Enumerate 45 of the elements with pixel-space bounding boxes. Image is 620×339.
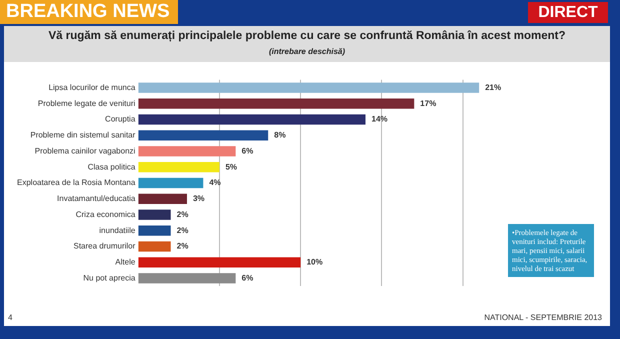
data-label: 10% [306,258,323,267]
y-tick-label: Exploatarea de la Rosia Montana [17,178,136,188]
data-label: 14% [371,114,388,124]
data-label: 21% [485,82,502,92]
bar [138,241,171,252]
data-label: 3% [192,194,205,204]
y-tick-label: Altele [115,258,136,267]
bar [138,257,301,268]
y-tick-label: Problema cainilor vagabonzi [34,146,136,156]
y-tick-label: Starea drumurilor [73,242,136,251]
y-tick-label: Probleme legate de venituri [38,98,136,108]
text: DIRECT [528,2,608,23]
data-label: 2% [176,226,188,235]
data-label: 2% [176,210,188,219]
text: BREAKING NEWS [0,0,178,24]
data-label: 4% [209,178,221,188]
text: NATIONAL - SEPTEMBRIE 2013 [484,313,602,322]
y-tick-label: Coruptia [105,114,136,124]
data-label: 6% [242,273,254,282]
y-tick-label: Clasa politica [88,162,136,172]
y-tick-label: Lipsa locurilor de munca [48,82,136,92]
chart-subtitle: (intrebare deschisă) [268,47,346,56]
bar [138,210,171,220]
y-tick-label: Invatamantul/educatia [57,194,136,204]
data-label: 5% [225,162,237,172]
bar [138,114,366,125]
bar [138,130,268,141]
bar [138,82,480,93]
chart-title: Vă rugăm să enumerați principalele probleme cu care se confruntă România în acest moment? [48,30,566,42]
data-label: 6% [242,146,254,156]
bar [138,194,187,204]
bar [138,225,171,236]
bar [138,146,236,156]
y-tick-label: Probleme din sistemul sanitar [30,130,136,140]
data-label: 17% [420,98,436,108]
y-tick-label: Criza economica [76,210,136,219]
bar [138,178,204,188]
bar [138,273,236,284]
y-tick-label: inundatiile [99,226,136,235]
data-label: 2% [176,242,188,251]
y-tick-label: Nu pot aprecia [83,273,136,282]
text: 4 [8,313,12,322]
data-label: 8% [274,130,286,140]
bar [138,98,414,109]
bar [138,162,220,172]
